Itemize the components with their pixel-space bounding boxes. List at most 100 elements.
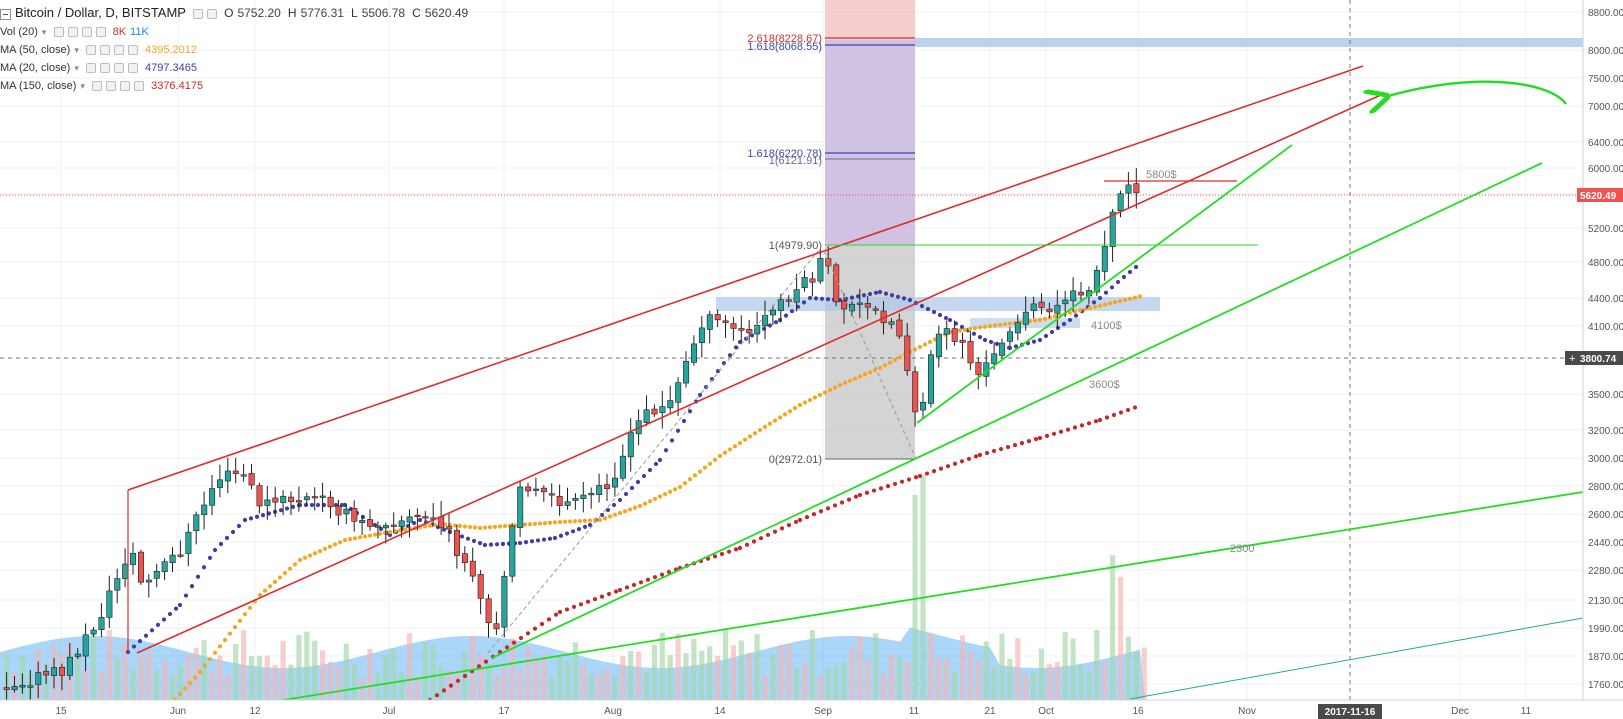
volume-bar <box>438 666 444 700</box>
ma50-line-point <box>1082 307 1088 312</box>
ma150-line-point <box>899 479 905 484</box>
ma20-line-point <box>1055 325 1061 331</box>
candle <box>627 418 634 472</box>
close-icon[interactable] <box>127 45 138 56</box>
candle <box>1014 314 1021 341</box>
price-tick-label: 4400.00 <box>1588 294 1623 305</box>
ma50-line-point <box>987 323 993 329</box>
price-axis[interactable]: 8800.00 8000.00 7500.00 7000.00 6400.00 6000.… <box>1582 0 1623 715</box>
ma150-line-point <box>733 547 739 552</box>
candle <box>667 385 674 414</box>
ma20-line-point <box>360 514 366 520</box>
candle <box>888 318 895 329</box>
fib-zone-red <box>825 0 915 40</box>
volume-bar <box>754 633 760 700</box>
legend-ma50-row[interactable]: MA (50, close) ▾ 4395.2012 <box>0 42 201 58</box>
eye-icon[interactable] <box>53 27 64 38</box>
price-tick-label: 2440.00 <box>1588 538 1623 549</box>
ma20-line-point <box>1073 313 1079 318</box>
volume-bar <box>967 651 973 700</box>
add-icon[interactable] <box>113 45 124 56</box>
candle <box>145 574 152 598</box>
volume-bar <box>1038 648 1045 700</box>
candle <box>43 664 50 684</box>
ma20-line-point <box>155 622 161 627</box>
settings-icon[interactable] <box>99 45 110 56</box>
candle <box>525 482 532 497</box>
volume-bar <box>959 635 966 700</box>
ma50-line-point <box>847 378 853 383</box>
add-icon[interactable] <box>120 81 131 92</box>
ma150-line-point <box>525 631 531 636</box>
fib-label-1618-lower: 1.618(6220.78) <box>747 148 822 160</box>
chevron-down-icon[interactable]: ▾ <box>74 63 79 73</box>
close-icon[interactable] <box>127 63 138 74</box>
ma20-line-point <box>773 320 779 325</box>
volume-bar <box>359 677 365 700</box>
legend-ma150-row[interactable]: MA (150, close) ▾ 3376.4175 <box>0 78 207 94</box>
close-icon[interactable] <box>134 81 145 92</box>
eye-icon[interactable] <box>92 81 103 92</box>
eye-icon[interactable] <box>85 45 96 56</box>
time-tick-label: Jul <box>383 706 396 717</box>
fib-label-1-upper: 1(6121.91) <box>769 155 822 167</box>
ma50-line-point <box>627 507 633 512</box>
candle <box>532 477 539 497</box>
chevron-down-icon[interactable]: ▾ <box>41 27 47 37</box>
ma20-line-point <box>201 565 207 570</box>
time-tick-label: Aug <box>604 706 622 717</box>
time-tick-label: 21 <box>984 706 996 717</box>
candle <box>722 315 729 338</box>
legend-ma20-row[interactable]: MA (20, close) ▾ 4797.3465 <box>0 60 201 76</box>
eye-toggle-icon[interactable] <box>193 9 204 20</box>
candle <box>367 509 374 531</box>
ma50-line-point <box>777 415 783 420</box>
settings-icon[interactable] <box>67 27 78 38</box>
candle <box>785 294 792 308</box>
volume-bar <box>825 668 831 700</box>
time-axis[interactable]: 15 Jun 12 Jul 17 Aug 14 Sep 11 21 Oct 16 Nov Dec 11 <box>0 699 1623 719</box>
candle <box>256 482 263 514</box>
ma20-line-point <box>623 491 629 497</box>
settings-icon[interactable] <box>106 81 117 92</box>
ma20-line-point <box>541 537 547 542</box>
eye-icon[interactable] <box>85 63 96 74</box>
ma150-line-point <box>476 664 482 669</box>
settings-icon[interactable] <box>207 9 218 20</box>
volume-bar <box>154 670 160 700</box>
candle <box>406 509 413 538</box>
ma150-line-point <box>797 517 803 523</box>
add-icon[interactable] <box>113 63 124 74</box>
volume-bar <box>1141 647 1147 700</box>
settings-icon[interactable] <box>99 63 110 74</box>
trendline-green-fast <box>916 144 1293 424</box>
ma50-line-point <box>232 625 238 630</box>
ma20-line-point <box>1037 337 1043 343</box>
volume-bar <box>952 671 958 700</box>
ma150-line-point <box>973 454 979 459</box>
ohlc-value-low: 5506.78 <box>361 6 406 20</box>
chevron-down-icon[interactable]: ▾ <box>74 45 79 55</box>
ma20-line-point <box>687 409 693 414</box>
ma50-line-point <box>877 365 883 371</box>
candle <box>74 648 81 659</box>
ma50-line-point <box>357 535 363 540</box>
legend-volume-row[interactable]: Vol (20) ▾ 8K 11K <box>0 24 153 40</box>
chevron-down-icon[interactable]: ▾ <box>80 81 85 91</box>
ma50-line-point <box>757 427 763 433</box>
volume-bar <box>422 642 428 700</box>
ma50-line-point <box>597 517 603 523</box>
ma50-line-point <box>312 551 318 556</box>
ma20-line-point <box>230 529 236 535</box>
ma50-line-point <box>917 344 923 350</box>
volume-bar <box>936 657 942 700</box>
close-icon[interactable] <box>95 27 106 38</box>
add-icon[interactable] <box>81 27 92 38</box>
candle <box>754 311 761 343</box>
ma50-line-point <box>282 571 288 576</box>
collapse-legend-icon[interactable] <box>0 8 11 20</box>
volume-bar <box>217 655 223 700</box>
ma150-line-point <box>966 456 972 461</box>
